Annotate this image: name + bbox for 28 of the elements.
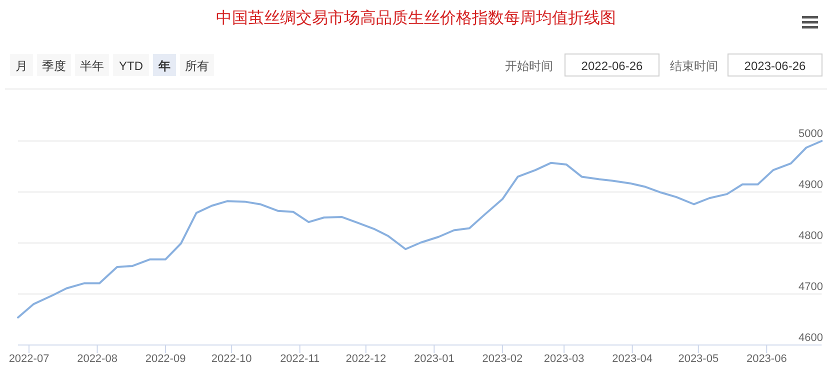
x-tick-label: 2023-04 bbox=[612, 353, 653, 365]
input: 2023-06-26 bbox=[728, 54, 822, 76]
button: 所有 bbox=[180, 54, 214, 76]
x-tick-label: 2022-07 bbox=[8, 353, 50, 365]
x-tick-label: 2023-03 bbox=[544, 353, 584, 365]
x-tick-label: 2023-02 bbox=[482, 353, 523, 365]
x-tick-label: 2022-12 bbox=[346, 353, 386, 365]
y-tick-label: 5000 bbox=[798, 128, 823, 140]
button: 月 bbox=[10, 54, 33, 76]
text: 结束时间 bbox=[670, 59, 718, 73]
button: YTD bbox=[113, 54, 149, 76]
button: 半年 bbox=[75, 54, 109, 76]
x-tick-label: 2022-11 bbox=[280, 353, 320, 365]
y-tick-label: 4600 bbox=[798, 332, 823, 344]
y-tick-label: 4700 bbox=[798, 281, 823, 293]
text: 开始时间 bbox=[505, 59, 553, 73]
y-tick-label: 4800 bbox=[798, 230, 823, 242]
y-tick-label: 4900 bbox=[798, 179, 823, 191]
x-tick-label: 2023-05 bbox=[678, 353, 719, 365]
button: 年 bbox=[153, 54, 176, 76]
x-tick-label: 2022-08 bbox=[77, 353, 118, 365]
x-tick-label: 2022-09 bbox=[145, 353, 186, 365]
input: 2022-06-26 bbox=[564, 54, 660, 76]
button: 季度 bbox=[37, 54, 71, 76]
x-tick-label: 2022-10 bbox=[211, 353, 252, 365]
x-tick-label: 2023-01 bbox=[414, 353, 454, 365]
x-tick-label: 2023-06 bbox=[746, 353, 787, 365]
chart-title: 中国茧丝绸交易市场高品质生丝价格指数每周均值折线图 bbox=[216, 9, 616, 27]
